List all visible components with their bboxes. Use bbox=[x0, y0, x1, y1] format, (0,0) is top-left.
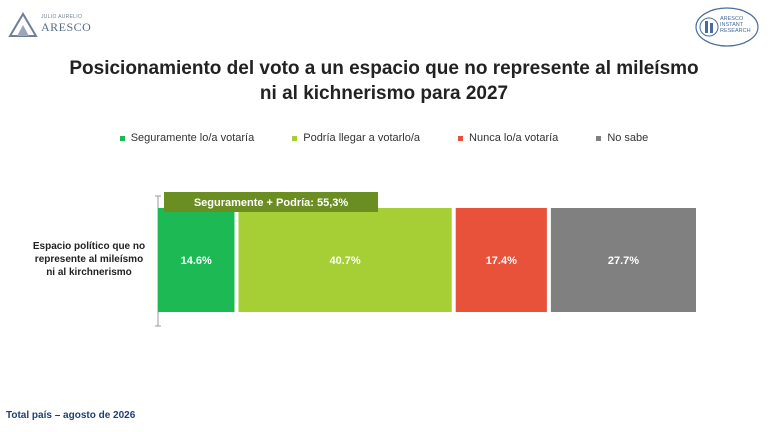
legend-item: Podría llegar a votarlo/a bbox=[292, 132, 420, 144]
legend-label: Seguramente lo/a votaría bbox=[130, 132, 255, 144]
legend-item: No sabe bbox=[596, 132, 648, 144]
bar-segment bbox=[158, 208, 235, 312]
aresco-instant-research-logo: ARESCO INSTANT RESEARCH bbox=[694, 6, 760, 48]
logo-triangle-icon bbox=[8, 12, 38, 37]
title-line-1: Posicionamiento del voto a un espacio qu… bbox=[69, 58, 699, 79]
legend-item: Seguramente lo/a votaría bbox=[119, 132, 255, 144]
bar-value-label: 14.6% bbox=[181, 255, 212, 267]
bar-value-label: 40.7% bbox=[330, 255, 361, 267]
legend-item: Nunca lo/a votaría bbox=[458, 132, 558, 144]
bar-segment bbox=[455, 208, 547, 312]
legend-label: Podría llegar a votarlo/a bbox=[303, 132, 421, 144]
annotation-text: Seguramente + Podría: 55,3% bbox=[194, 197, 349, 209]
legend-swatch bbox=[292, 135, 298, 141]
legend: Seguramente lo/a votaría Podría llegar a … bbox=[0, 132, 768, 144]
bar-segment bbox=[238, 208, 452, 312]
logo-text: ARESCO INSTANT RESEARCH bbox=[720, 16, 751, 34]
legend-swatch bbox=[458, 135, 464, 141]
bar-value-label: 17.4% bbox=[486, 255, 517, 267]
logo-big-text: ARESCO bbox=[41, 20, 92, 34]
footer-note: Total país – agosto de 2026 bbox=[6, 410, 136, 421]
bar-segment bbox=[550, 208, 696, 312]
research-emblem-icon bbox=[695, 7, 759, 47]
chart-title: Posicionamiento del voto a un espacio qu… bbox=[0, 56, 768, 106]
legend-swatch bbox=[596, 135, 602, 141]
annotation-banner bbox=[164, 192, 378, 212]
logo-small-text: JULIO AURELIO bbox=[41, 14, 83, 20]
legend-label: Nunca lo/a votaría bbox=[469, 132, 559, 144]
bar-value-label: 27.7% bbox=[608, 255, 639, 267]
legend-label: No sabe bbox=[607, 132, 649, 144]
aresco-logo: JULIO AURELIO ARESCO bbox=[8, 8, 92, 42]
legend-swatch bbox=[119, 135, 125, 141]
category-label: Espacio político que no represente al mi… bbox=[32, 241, 146, 278]
title-line-2: ni al kichnerismo para 2027 bbox=[259, 83, 509, 104]
